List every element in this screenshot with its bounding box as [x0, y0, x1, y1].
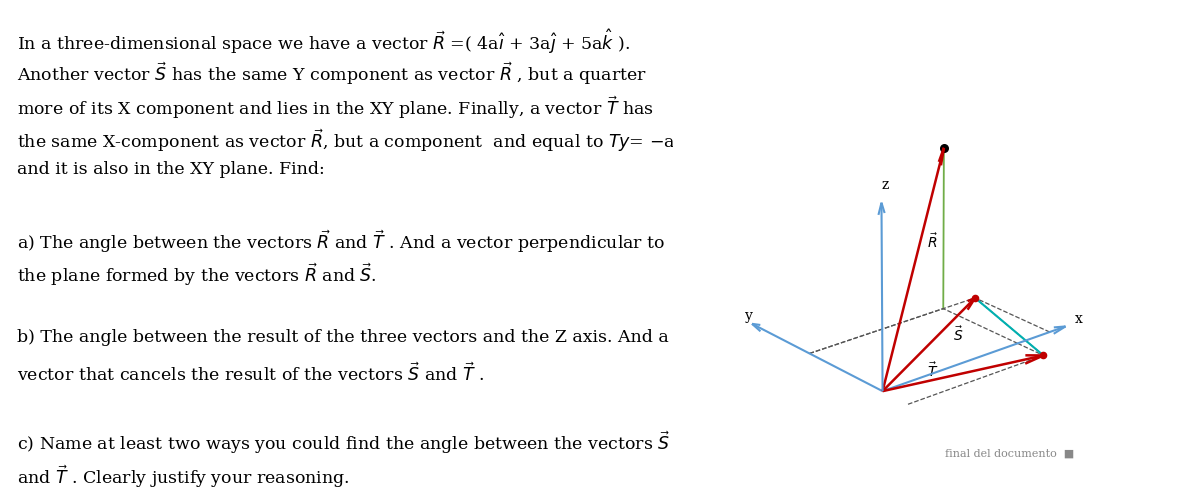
Text: Another vector $\vec{S}$ has the same Y component as vector $\vec{R}$ , but a qu: Another vector $\vec{S}$ has the same Y …	[17, 61, 647, 87]
Text: final del documento  ■: final del documento ■	[944, 449, 1074, 458]
Text: and it is also in the XY plane. Find:: and it is also in the XY plane. Find:	[17, 161, 324, 178]
Text: vector that cancels the result of the vectors $\vec{S}$ and $\vec{T}$ .: vector that cancels the result of the ve…	[17, 362, 484, 385]
Text: a) The angle between the vectors $\vec{R}$ and $\vec{T}$ . And a vector perpendi: a) The angle between the vectors $\vec{R…	[17, 228, 665, 255]
Text: more of its X component and lies in the XY plane. Finally, a vector $\vec{T}$ ha: more of its X component and lies in the …	[17, 94, 654, 121]
Text: the same X-component as vector $\vec{R}$, but a component  and equal to $Ty$= −a: the same X-component as vector $\vec{R}$…	[17, 128, 679, 154]
Text: b) The angle between the result of the three vectors and the Z axis. And a: b) The angle between the result of the t…	[17, 329, 668, 346]
Text: c) Name at least two ways you could find the angle between the vectors $\vec{S}$: c) Name at least two ways you could find…	[17, 429, 670, 456]
Text: and $\vec{T}$ . Clearly justify your reasoning.: and $\vec{T}$ . Clearly justify your rea…	[17, 463, 349, 490]
Text: the plane formed by the vectors $\vec{R}$ and $\vec{S}$.: the plane formed by the vectors $\vec{R}…	[17, 262, 377, 288]
Text: In a three-dimensional space we have a vector $\vec{R}$ =( 4a$\hat{\imath}$ + 3a: In a three-dimensional space we have a v…	[17, 27, 630, 56]
